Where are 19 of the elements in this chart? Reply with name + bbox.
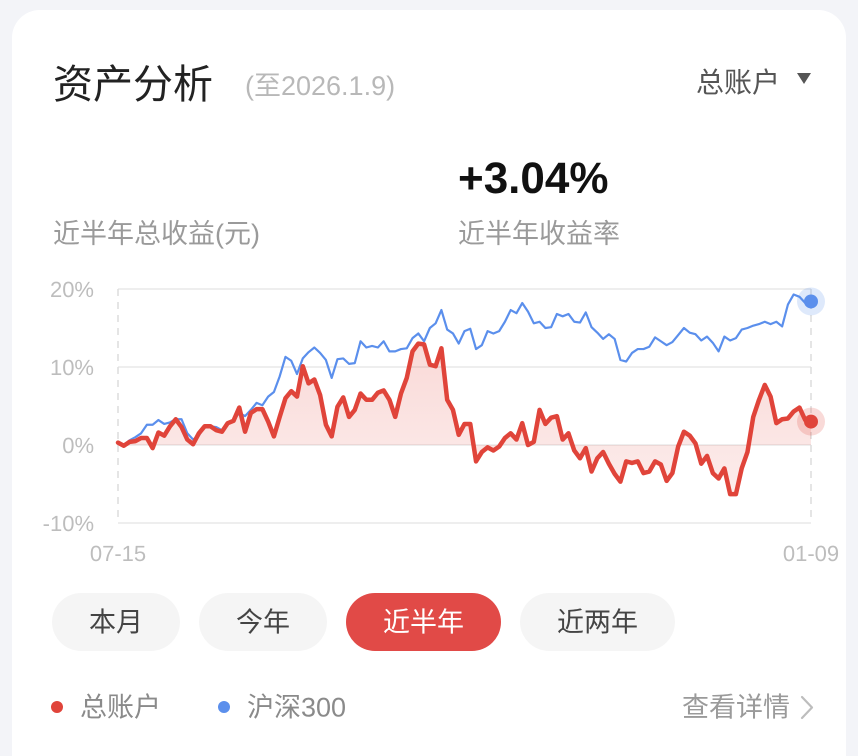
button-label: 近半年	[383, 608, 464, 638]
title: 资产分析	[53, 63, 213, 107]
button-label: 今年	[236, 608, 290, 638]
headline-value: +3.04%	[458, 154, 608, 203]
y-tick-label: 10%	[50, 355, 94, 380]
x-tick-label: 07-15	[90, 541, 146, 566]
subtitle: (至2026.1.9)	[245, 71, 396, 101]
caption: 近半年收益率	[458, 219, 620, 249]
link-label: 查看详情	[682, 692, 790, 722]
y-tick-label: 0%	[62, 433, 94, 458]
caption: 近半年总收益(元)	[53, 219, 260, 249]
button-label: 近两年	[557, 608, 638, 638]
button-label: 本月	[89, 608, 143, 638]
legend-label: 总账户	[80, 692, 161, 722]
dropdown-label: 总账户	[696, 67, 780, 98]
y-tick-label: 20%	[50, 277, 94, 302]
x-tick-label: 01-09	[782, 541, 840, 566]
legend-label: 沪深300	[247, 692, 346, 722]
y-tick-label: -10%	[42, 511, 94, 536]
